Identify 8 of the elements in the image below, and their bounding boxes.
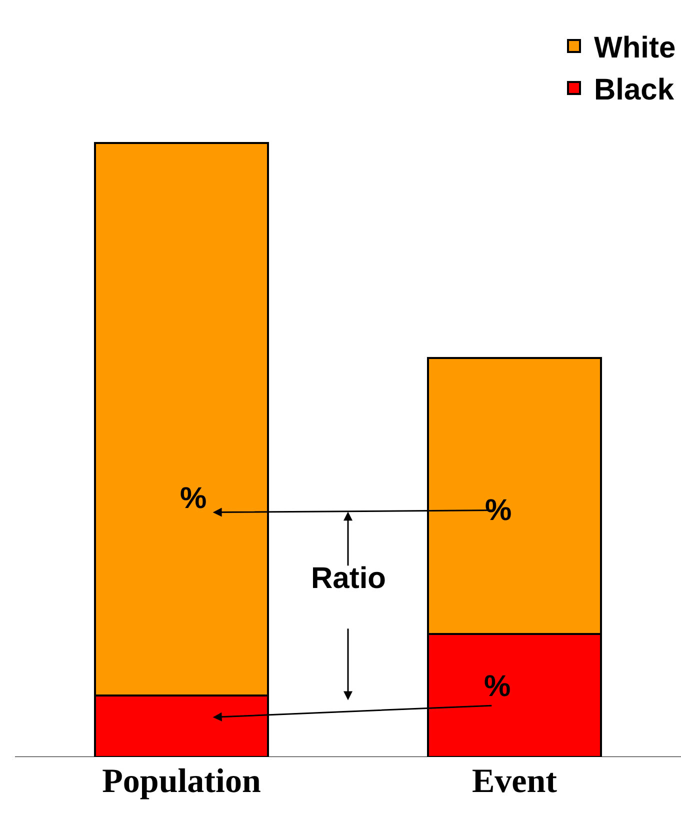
annotation: %: [484, 670, 511, 703]
legend-label: Black: [594, 74, 674, 107]
annotation: Ratio: [311, 562, 386, 595]
annotation: %: [485, 494, 512, 527]
x-tick-label: Population: [102, 763, 261, 800]
legend-label: White: [594, 32, 676, 65]
annotation: %: [180, 482, 207, 515]
x-tick-label: Event: [472, 763, 558, 800]
